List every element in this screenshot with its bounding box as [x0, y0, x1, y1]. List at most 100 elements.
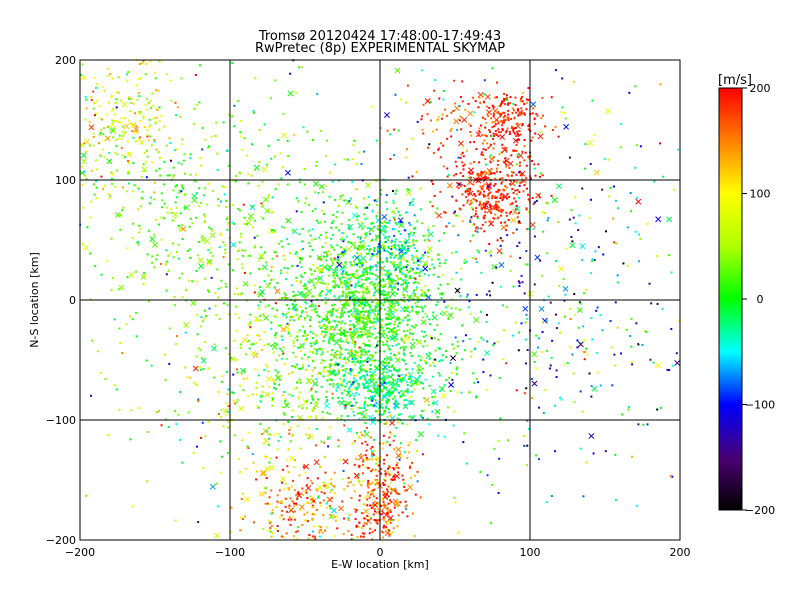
- data-point: [415, 324, 418, 327]
- data-point: [166, 260, 169, 263]
- data-point: [402, 265, 405, 268]
- data-point: [493, 125, 496, 128]
- data-point: [378, 308, 381, 311]
- data-point: [366, 291, 369, 294]
- data-point: [309, 498, 312, 501]
- data-point: [110, 178, 113, 181]
- data-point: [374, 478, 377, 481]
- data-point: [351, 339, 354, 342]
- data-point: [314, 415, 317, 418]
- data-point: [392, 201, 395, 204]
- data-point: [286, 322, 289, 325]
- data-point: [363, 302, 366, 305]
- data-point: [374, 337, 377, 340]
- data-point: [301, 487, 304, 490]
- data-point: [404, 362, 407, 365]
- data-point: [347, 291, 350, 294]
- data-point: [261, 217, 264, 220]
- data-point: [392, 466, 395, 469]
- data-point: [416, 312, 419, 315]
- data-point-cross: [206, 258, 213, 265]
- data-point-cross: [284, 324, 291, 330]
- data-point: [356, 274, 359, 277]
- data-point: [116, 153, 119, 156]
- data-point: [84, 175, 87, 178]
- data-point: [465, 295, 468, 298]
- data-point: [429, 364, 432, 367]
- data-point: [294, 502, 297, 505]
- data-point-cross: [593, 169, 600, 176]
- data-point: [452, 347, 455, 350]
- data-point: [614, 199, 617, 202]
- data-point: [145, 176, 148, 179]
- data-point: [485, 105, 488, 108]
- data-point-cross: [197, 257, 204, 264]
- data-point: [401, 339, 404, 342]
- data-point: [238, 209, 241, 212]
- data-point: [516, 188, 519, 191]
- data-point: [409, 332, 412, 335]
- data-point: [386, 337, 389, 340]
- data-point: [374, 310, 377, 313]
- data-point: [415, 271, 418, 274]
- data-point: [604, 450, 607, 453]
- data-point: [512, 179, 515, 182]
- data-point: [461, 161, 464, 164]
- data-point: [492, 137, 495, 140]
- data-point: [420, 415, 423, 418]
- data-point-cross: [104, 135, 111, 142]
- data-point: [264, 305, 267, 308]
- data-point: [407, 281, 410, 284]
- data-point: [364, 370, 367, 373]
- data-point: [356, 314, 359, 317]
- data-point: [291, 364, 294, 367]
- data-point-cross: [308, 278, 315, 285]
- data-point: [469, 141, 472, 144]
- data-point: [466, 199, 469, 202]
- data-point-cross: [296, 492, 303, 499]
- data-point: [421, 307, 424, 310]
- data-point: [429, 101, 432, 104]
- data-point: [286, 459, 289, 462]
- data-point: [355, 525, 358, 528]
- data-point: [334, 363, 337, 366]
- data-point: [199, 365, 202, 368]
- data-point: [304, 339, 307, 342]
- data-point: [558, 284, 561, 287]
- data-point: [460, 391, 463, 394]
- data-point: [377, 332, 380, 335]
- data-point: [503, 111, 506, 114]
- data-point: [398, 368, 401, 371]
- data-point: [524, 338, 527, 341]
- data-point-cross: [274, 288, 281, 295]
- data-point-cross: [287, 90, 294, 97]
- data-point: [347, 380, 350, 383]
- data-point: [342, 364, 345, 367]
- data-point: [238, 316, 241, 319]
- data-point: [175, 196, 178, 199]
- data-point: [481, 171, 484, 174]
- data-point: [146, 133, 149, 136]
- data-point: [425, 334, 428, 337]
- data-point-cross: [498, 261, 505, 268]
- data-point: [275, 359, 278, 362]
- data-point: [217, 204, 220, 207]
- data-point: [499, 237, 502, 240]
- data-point: [395, 333, 398, 336]
- data-point: [147, 101, 150, 104]
- data-point: [369, 269, 372, 272]
- data-point: [344, 285, 347, 288]
- data-point: [158, 106, 161, 109]
- data-point: [372, 309, 375, 312]
- data-point: [402, 394, 405, 397]
- data-point: [330, 336, 333, 339]
- data-point: [376, 198, 379, 201]
- data-point: [492, 106, 495, 109]
- data-point: [478, 96, 481, 99]
- data-point: [517, 349, 520, 352]
- data-point-cross: [674, 360, 681, 366]
- data-point: [515, 389, 518, 392]
- data-point: [542, 412, 545, 415]
- data-point: [522, 91, 525, 94]
- data-point: [303, 330, 306, 333]
